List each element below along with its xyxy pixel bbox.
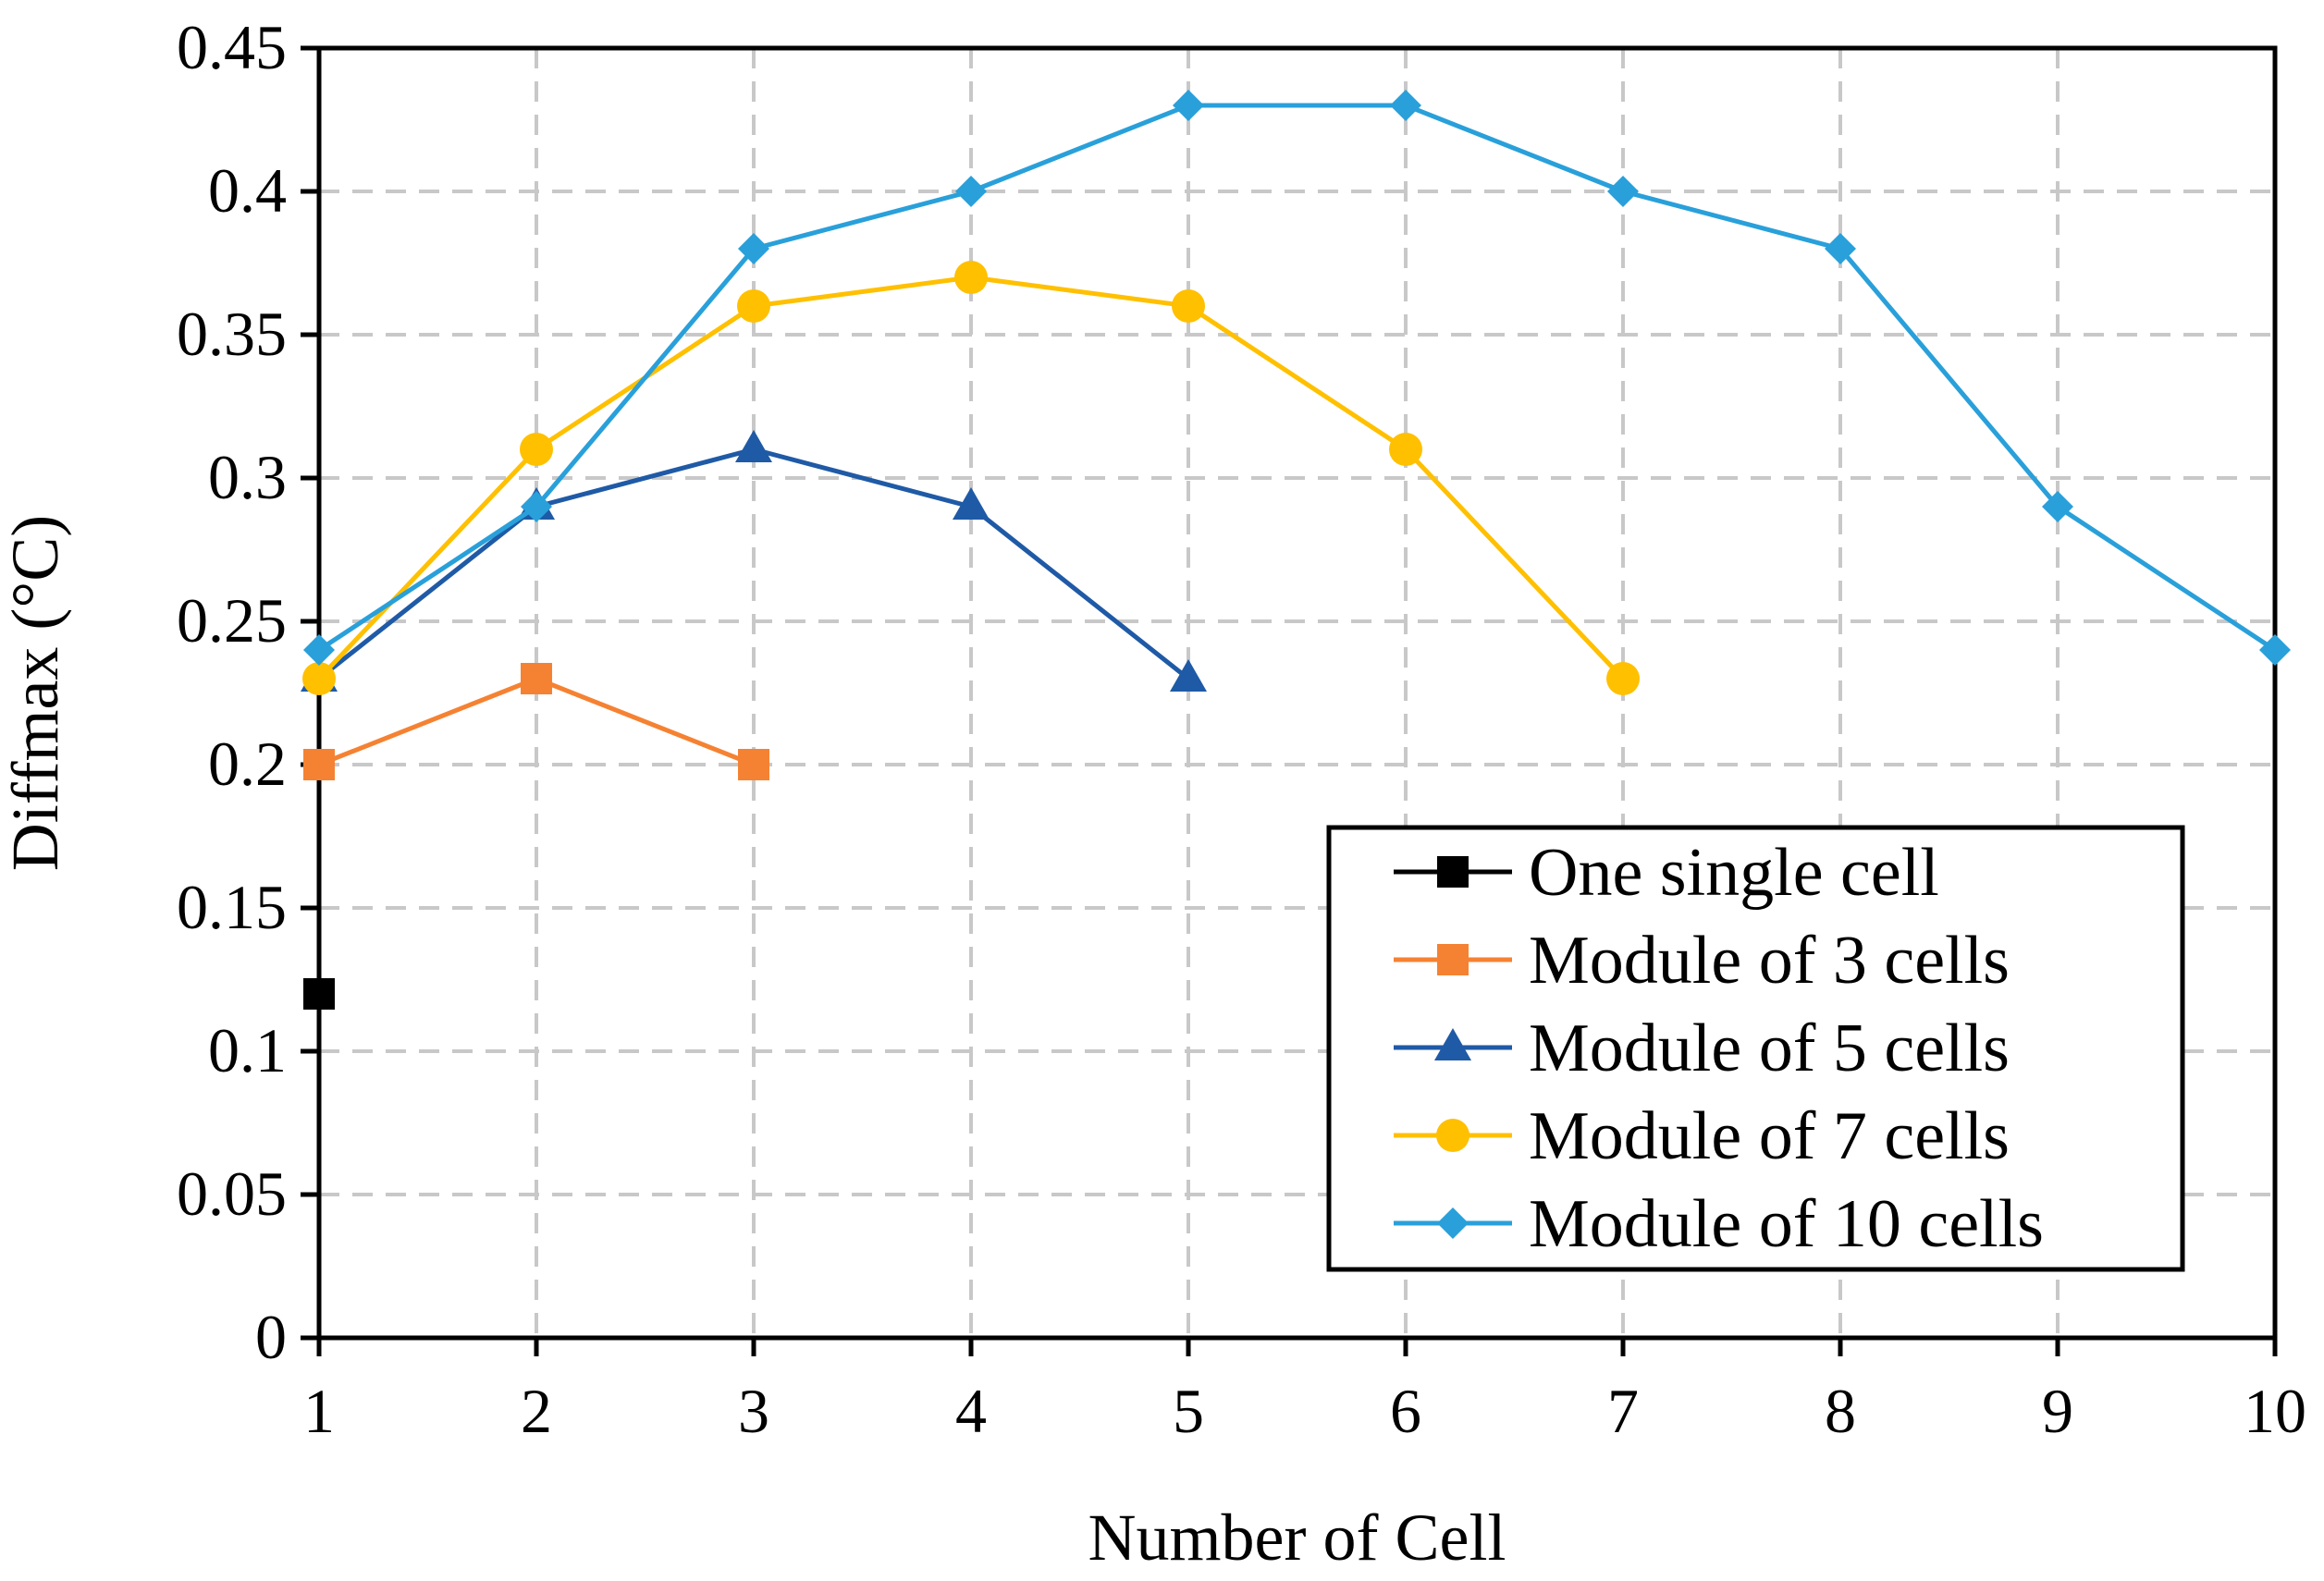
legend: One single cell Module of 3 cells Module o… xyxy=(1329,827,2183,1269)
x-tick-label: 8 xyxy=(1825,1376,1856,1446)
data-point xyxy=(1389,433,1422,466)
legend-marker xyxy=(1437,944,1469,975)
y-tick-label: 0.2 xyxy=(208,729,287,799)
legend-label: One single cell xyxy=(1529,835,1939,911)
legend-label: Module of 5 cells xyxy=(1529,1011,2010,1086)
y-axis-title: Diffmax (°C) xyxy=(0,515,72,871)
x-tick-label: 9 xyxy=(2042,1376,2073,1446)
x-tick-label: 5 xyxy=(1173,1376,1204,1446)
y-tick-label: 0.1 xyxy=(208,1015,287,1085)
legend-label: Module of 10 cells xyxy=(1529,1186,2044,1262)
y-tick-label: 0.4 xyxy=(208,155,287,226)
legend-marker xyxy=(1436,1119,1469,1152)
y-tick-label: 0.05 xyxy=(177,1158,287,1229)
x-tick-label: 3 xyxy=(738,1376,769,1446)
x-axis-title: Number of Cell xyxy=(1088,1501,1506,1575)
data-point xyxy=(303,978,335,1010)
data-point xyxy=(737,289,770,323)
y-tick-label: 0.45 xyxy=(177,12,287,82)
y-tick-label: 0 xyxy=(255,1302,287,1372)
y-tick-label: 0.15 xyxy=(177,872,287,942)
x-tick-label: 6 xyxy=(1390,1376,1421,1446)
x-tick-label: 7 xyxy=(1607,1376,1639,1446)
data-point xyxy=(735,430,772,462)
y-tick-label: 0.35 xyxy=(177,299,287,369)
x-tick-label: 4 xyxy=(955,1376,987,1446)
data-point xyxy=(738,749,769,780)
data-point xyxy=(303,749,335,780)
data-point xyxy=(2259,634,2291,666)
y-tick-label: 0.25 xyxy=(177,585,287,656)
data-point xyxy=(520,433,553,466)
data-point xyxy=(1170,659,1207,692)
x-tick-label: 1 xyxy=(303,1376,335,1446)
data-point xyxy=(954,261,988,294)
data-point xyxy=(1390,90,1421,121)
series-one-single-cell xyxy=(303,978,335,1010)
x-tick-label: 10 xyxy=(2244,1376,2306,1446)
data-point xyxy=(1607,176,1639,207)
data-point xyxy=(1606,662,1640,695)
x-tick-label: 2 xyxy=(521,1376,552,1446)
data-point xyxy=(955,176,987,207)
data-point xyxy=(1172,289,1205,323)
legend-marker xyxy=(1437,856,1469,888)
line-chart: 1 2 3 4 5 6 7 8 9 10 0 0.05 0.1 0.15 0.2 0.25 0.3 0.35 0.4… xyxy=(0,0,2324,1581)
legend-label: Module of 7 cells xyxy=(1529,1098,2010,1174)
data-point xyxy=(521,663,552,694)
data-point xyxy=(1173,90,1204,121)
legend-label: Module of 3 cells xyxy=(1529,923,2010,999)
y-tick-label: 0.3 xyxy=(208,442,287,512)
data-point xyxy=(302,662,336,695)
data-point xyxy=(303,634,335,666)
